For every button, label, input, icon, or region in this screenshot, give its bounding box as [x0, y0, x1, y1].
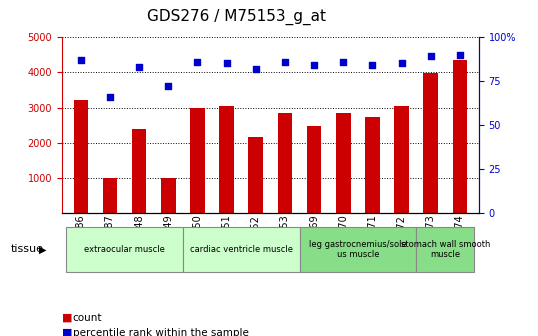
Text: ■: ■ [62, 328, 73, 336]
Point [164, 84, 173, 89]
Point [222, 61, 231, 66]
Bar [336, 113, 351, 213]
Text: ▶: ▶ [39, 245, 46, 254]
Bar [423, 73, 438, 213]
Point [456, 52, 464, 57]
Bar [132, 129, 146, 213]
Point [368, 62, 377, 68]
Bar [74, 100, 88, 213]
Text: percentile rank within the sample: percentile rank within the sample [73, 328, 249, 336]
Text: stomach wall smooth
muscle: stomach wall smooth muscle [401, 240, 490, 259]
Point [281, 59, 289, 64]
Text: GDS276 / M75153_g_at: GDS276 / M75153_g_at [147, 8, 326, 25]
Bar [161, 178, 175, 213]
Bar [365, 117, 380, 213]
Bar [452, 60, 467, 213]
Text: ■: ■ [62, 312, 73, 323]
Point [427, 54, 435, 59]
Text: extraocular muscle: extraocular muscle [84, 245, 165, 254]
Text: tissue: tissue [11, 245, 44, 254]
Bar [190, 108, 205, 213]
Bar [307, 126, 321, 213]
Text: leg gastrocnemius/sole
us muscle: leg gastrocnemius/sole us muscle [309, 240, 407, 259]
Bar [220, 107, 234, 213]
Point [397, 61, 406, 66]
Point [135, 64, 144, 70]
Point [105, 94, 114, 99]
Point [339, 59, 348, 64]
Text: count: count [73, 312, 102, 323]
Point [310, 62, 318, 68]
Point [251, 66, 260, 72]
Bar [278, 113, 292, 213]
Text: cardiac ventricle muscle: cardiac ventricle muscle [190, 245, 293, 254]
Point [193, 59, 202, 64]
Point [76, 57, 85, 62]
Bar [249, 137, 263, 213]
Bar [103, 178, 117, 213]
Bar [394, 106, 409, 213]
